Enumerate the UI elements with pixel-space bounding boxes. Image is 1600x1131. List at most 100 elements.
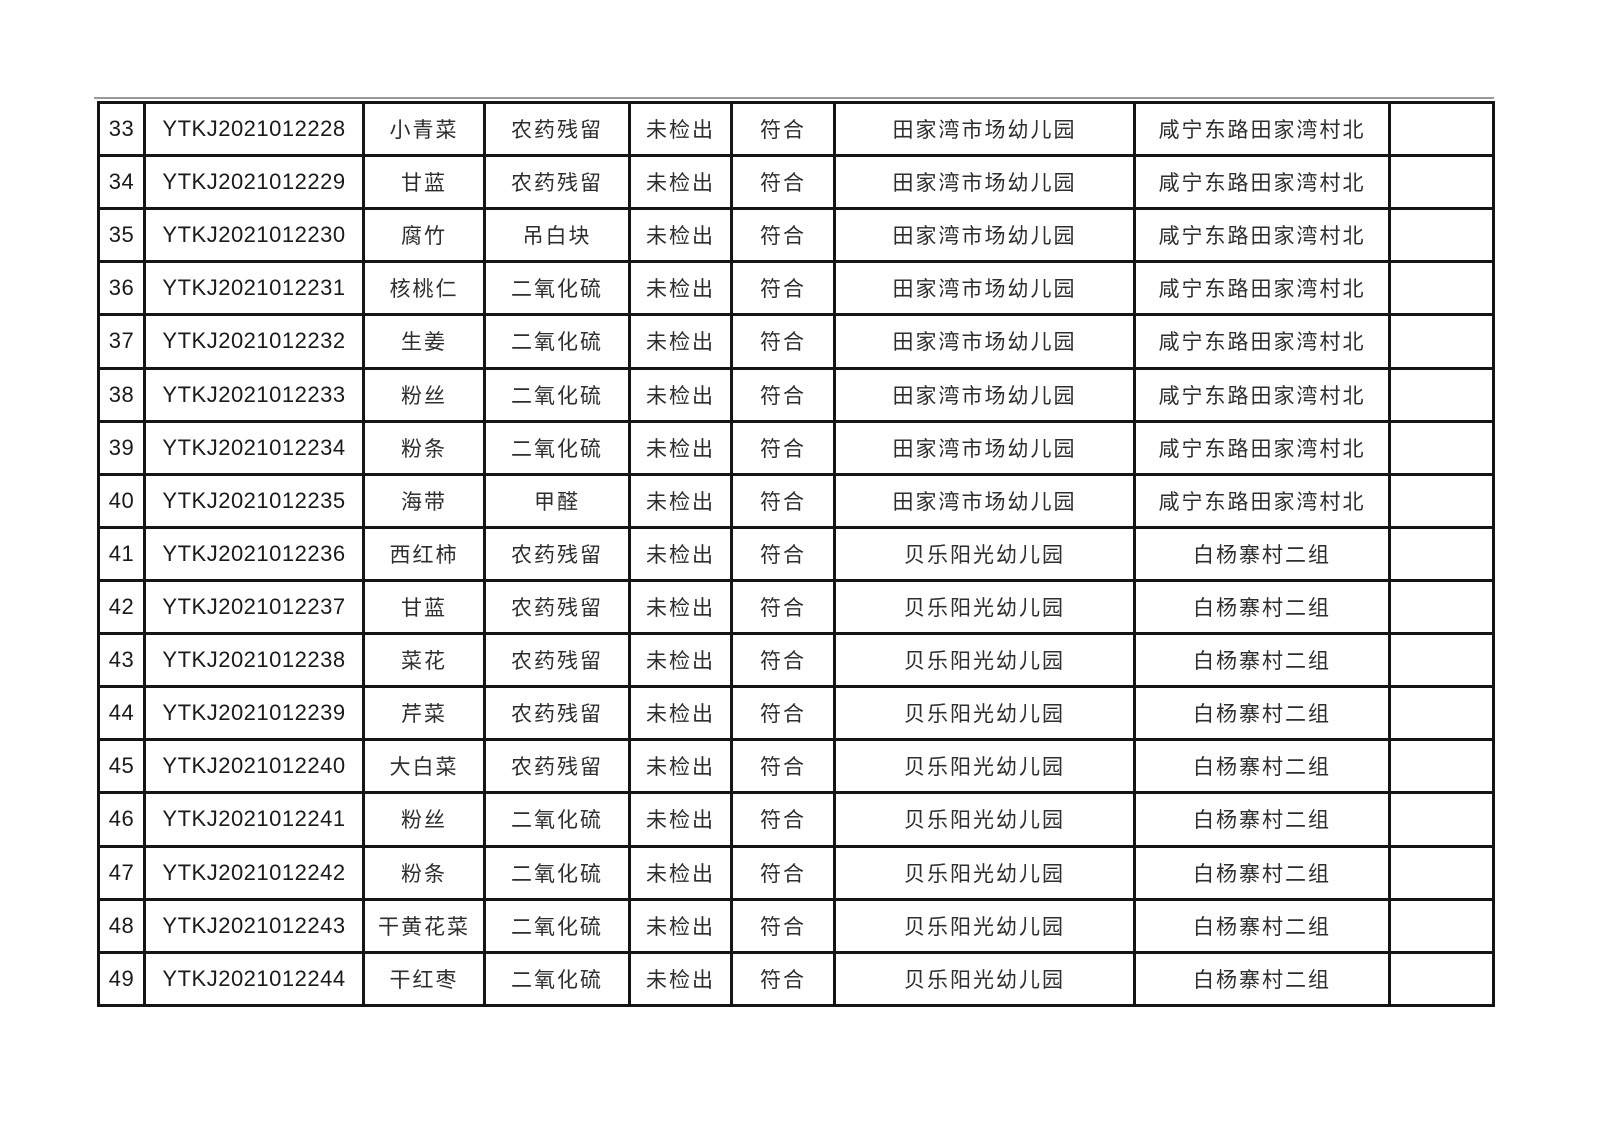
cell-sampled-unit: 贝乐阳光幼儿园 (833, 950, 1136, 1008)
cell-sample-name: 甘蓝 (362, 578, 486, 636)
cell-sample-name: 干红枣 (362, 950, 486, 1008)
cell-remark (1388, 897, 1495, 954)
cell-sample-name: 核桃仁 (362, 260, 486, 317)
cell-test-item: 农药残留 (483, 154, 631, 211)
cell-sample-name: 菜花 (362, 632, 486, 689)
cell-row-number: 43 (97, 632, 146, 689)
cell-test-item: 二氧化硫 (483, 313, 631, 370)
cell-remark (1388, 791, 1495, 848)
cell-sample-id: YTKJ2021012233 (143, 366, 365, 423)
table-row: 48 YTKJ2021012243 干黄花菜 二氧化硫 未检出 符合 贝乐阳光幼儿园 白杨寨村… (97, 897, 1495, 954)
cell-row-number: 36 (97, 260, 146, 317)
cell-sample-name: 小青菜 (362, 100, 486, 158)
cell-remark (1388, 738, 1495, 795)
cell-row-number: 46 (97, 791, 146, 848)
table-body: 33 YTKJ2021012228 小青菜 农药残留 未检出 符合 田家湾市场幼儿园 咸宁东路… (97, 100, 1495, 1008)
cell-unit-address: 白杨寨村二组 (1133, 844, 1391, 901)
cell-remark (1388, 313, 1495, 370)
cell-remark (1388, 632, 1495, 689)
table-row: 42 YTKJ2021012237 甘蓝 农药残留 未检出 符合 贝乐阳光幼儿园 白杨寨村二组 (97, 578, 1495, 636)
cell-remark (1388, 100, 1495, 158)
cell-remark (1388, 525, 1495, 582)
cell-test-result: 未检出 (628, 897, 733, 954)
cell-sampled-unit: 田家湾市场幼儿园 (833, 260, 1136, 317)
cell-remark (1388, 207, 1495, 264)
cell-unit-address: 咸宁东路田家湾村北 (1133, 419, 1391, 476)
cell-unit-address: 咸宁东路田家湾村北 (1133, 260, 1391, 317)
cell-sample-name: 粉条 (362, 419, 486, 476)
cell-unit-address: 咸宁东路田家湾村北 (1133, 472, 1391, 529)
cell-test-item: 甲醛 (483, 472, 631, 529)
cell-test-result: 未检出 (628, 100, 733, 158)
cell-conclusion: 符合 (730, 897, 836, 954)
cell-unit-address: 咸宁东路田家湾村北 (1133, 207, 1391, 264)
cell-test-item: 二氧化硫 (483, 950, 631, 1008)
table-row: 47 YTKJ2021012242 粉条 二氧化硫 未检出 符合 贝乐阳光幼儿园 白杨寨村二组 (97, 844, 1495, 901)
cell-row-number: 38 (97, 366, 146, 423)
cell-unit-address: 白杨寨村二组 (1133, 897, 1391, 954)
cell-sample-name: 海带 (362, 472, 486, 529)
cell-sample-id: YTKJ2021012236 (143, 525, 365, 582)
cell-conclusion: 符合 (730, 525, 836, 582)
cell-sample-id: YTKJ2021012239 (143, 685, 365, 742)
cell-test-result: 未检出 (628, 154, 733, 211)
cell-sampled-unit: 田家湾市场幼儿园 (833, 100, 1136, 158)
cell-conclusion: 符合 (730, 100, 836, 158)
cell-conclusion: 符合 (730, 313, 836, 370)
cell-remark (1388, 366, 1495, 423)
cell-test-item: 二氧化硫 (483, 791, 631, 848)
cell-conclusion: 符合 (730, 738, 836, 795)
cell-row-number: 40 (97, 472, 146, 529)
cell-sampled-unit: 贝乐阳光幼儿园 (833, 685, 1136, 742)
cell-sampled-unit: 贝乐阳光幼儿园 (833, 738, 1136, 795)
cell-test-item: 二氧化硫 (483, 844, 631, 901)
table-row: 45 YTKJ2021012240 大白菜 农药残留 未检出 符合 贝乐阳光幼儿园 白杨寨村二… (97, 738, 1495, 795)
cell-conclusion: 符合 (730, 578, 836, 636)
cell-test-result: 未检出 (628, 207, 733, 264)
cell-conclusion: 符合 (730, 366, 836, 423)
cell-sample-id: YTKJ2021012241 (143, 791, 365, 848)
cell-test-result: 未检出 (628, 366, 733, 423)
cell-test-item: 农药残留 (483, 685, 631, 742)
cell-row-number: 44 (97, 685, 146, 742)
cell-sampled-unit: 田家湾市场幼儿园 (833, 366, 1136, 423)
cell-test-result: 未检出 (628, 260, 733, 317)
cell-sampled-unit: 田家湾市场幼儿园 (833, 419, 1136, 476)
cell-unit-address: 咸宁东路田家湾村北 (1133, 154, 1391, 211)
cell-row-number: 48 (97, 897, 146, 954)
table-row: 33 YTKJ2021012228 小青菜 农药残留 未检出 符合 田家湾市场幼儿园 咸宁东路… (97, 100, 1495, 158)
cell-test-result: 未检出 (628, 578, 733, 636)
table-row: 49 YTKJ2021012244 干红枣 二氧化硫 未检出 符合 贝乐阳光幼儿园 白杨寨村二… (97, 950, 1495, 1008)
cell-row-number: 33 (97, 100, 146, 158)
cell-row-number: 41 (97, 525, 146, 582)
cell-unit-address: 白杨寨村二组 (1133, 525, 1391, 582)
cell-unit-address: 白杨寨村二组 (1133, 791, 1391, 848)
cell-sample-name: 甘蓝 (362, 154, 486, 211)
cell-row-number: 45 (97, 738, 146, 795)
cell-test-result: 未检出 (628, 685, 733, 742)
cell-conclusion: 符合 (730, 632, 836, 689)
cell-test-result: 未检出 (628, 950, 733, 1008)
cell-sample-name: 大白菜 (362, 738, 486, 795)
cell-sample-id: YTKJ2021012240 (143, 738, 365, 795)
cell-sampled-unit: 田家湾市场幼儿园 (833, 313, 1136, 370)
cell-remark (1388, 950, 1495, 1008)
cell-remark (1388, 419, 1495, 476)
cell-sample-id: YTKJ2021012242 (143, 844, 365, 901)
cell-test-item: 二氧化硫 (483, 260, 631, 317)
cell-sample-id: YTKJ2021012243 (143, 897, 365, 954)
cell-unit-address: 咸宁东路田家湾村北 (1133, 313, 1391, 370)
cell-conclusion: 符合 (730, 260, 836, 317)
cell-row-number: 49 (97, 950, 146, 1008)
cell-unit-address: 咸宁东路田家湾村北 (1133, 366, 1391, 423)
cell-test-item: 农药残留 (483, 578, 631, 636)
cell-row-number: 35 (97, 207, 146, 264)
cell-conclusion: 符合 (730, 791, 836, 848)
cell-sample-name: 腐竹 (362, 207, 486, 264)
cell-remark (1388, 260, 1495, 317)
cell-sample-name: 干黄花菜 (362, 897, 486, 954)
cell-test-item: 农药残留 (483, 738, 631, 795)
cell-unit-address: 白杨寨村二组 (1133, 632, 1391, 689)
cell-test-item: 吊白块 (483, 207, 631, 264)
cell-test-result: 未检出 (628, 313, 733, 370)
